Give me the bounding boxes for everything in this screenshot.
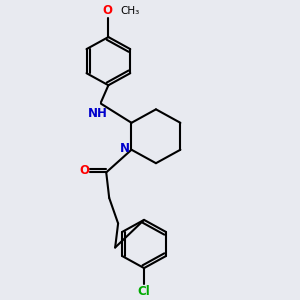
Text: Cl: Cl [138, 285, 150, 298]
Text: NH: NH [88, 106, 108, 119]
Text: O: O [80, 164, 89, 178]
Text: O: O [102, 4, 112, 16]
Text: N: N [120, 142, 130, 155]
Text: CH₃: CH₃ [121, 5, 140, 16]
